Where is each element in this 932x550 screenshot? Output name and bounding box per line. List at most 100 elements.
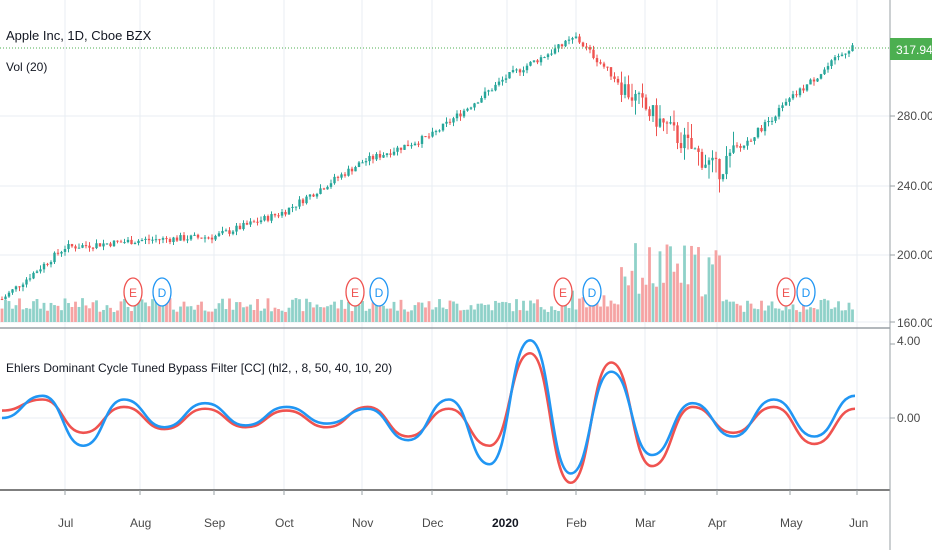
candle-body bbox=[830, 60, 833, 67]
volume-bars bbox=[0, 243, 854, 322]
volume-bar bbox=[784, 306, 788, 322]
candle-body bbox=[46, 263, 49, 265]
candle-body bbox=[396, 147, 399, 152]
candle-body bbox=[193, 234, 196, 236]
volume-bar bbox=[382, 305, 385, 322]
event-marker-letter: D bbox=[158, 286, 167, 300]
volume-bar bbox=[585, 307, 588, 322]
symbol-title[interactable]: Apple Inc, 1D, Cboe BZX bbox=[6, 28, 152, 43]
volume-bar bbox=[725, 299, 728, 322]
event-marker-letter: D bbox=[588, 286, 597, 300]
candle-body bbox=[676, 125, 679, 144]
indicator-axis[interactable]: 4.00 0.00 bbox=[890, 334, 921, 425]
volume-bar bbox=[410, 310, 413, 322]
volume-bar bbox=[133, 303, 137, 322]
volume-bar bbox=[413, 305, 417, 322]
candle-body bbox=[112, 240, 116, 247]
event-marker-dividend[interactable]: D bbox=[152, 277, 172, 307]
volume-bar bbox=[504, 302, 508, 322]
candle-body bbox=[560, 44, 564, 47]
volume-bar bbox=[704, 294, 707, 322]
candle-body bbox=[826, 66, 830, 70]
candle-body bbox=[753, 137, 756, 141]
volume-bar bbox=[214, 308, 217, 322]
event-marker-dividend[interactable]: D bbox=[796, 277, 816, 307]
event-marker-letter: E bbox=[129, 286, 137, 300]
candle-body bbox=[343, 174, 347, 176]
candle-body bbox=[91, 247, 95, 249]
volume-bar bbox=[452, 301, 455, 322]
volume-bar bbox=[427, 301, 431, 322]
price-tick-label: 160.00 bbox=[897, 316, 932, 330]
candle-body bbox=[641, 93, 644, 98]
candle-body bbox=[158, 239, 161, 241]
candle-body bbox=[189, 235, 193, 240]
volume-title[interactable]: Vol (20) bbox=[6, 60, 47, 74]
candle-body bbox=[109, 243, 112, 247]
time-axis[interactable]: Jul Aug Sep Oct Nov Dec 2020 Feb Mar Apr… bbox=[58, 490, 868, 530]
volume-bar bbox=[697, 247, 700, 322]
candle-body bbox=[644, 97, 648, 110]
volume-bar bbox=[189, 306, 193, 322]
candle-body bbox=[382, 155, 385, 158]
candle-body bbox=[7, 292, 11, 297]
candle-body bbox=[788, 98, 791, 102]
candle-body bbox=[431, 131, 434, 137]
volume-bar bbox=[140, 299, 144, 322]
time-label-oct: Oct bbox=[275, 516, 294, 530]
event-marker-dividend[interactable]: D bbox=[369, 277, 389, 307]
candle-body bbox=[494, 84, 497, 91]
candle-body bbox=[847, 51, 851, 54]
volume-bar bbox=[473, 309, 476, 322]
event-marker-letter: D bbox=[802, 286, 811, 300]
volume-bar bbox=[315, 304, 319, 322]
volume-bar bbox=[284, 311, 287, 322]
volume-bar bbox=[490, 310, 494, 322]
volume-bar bbox=[536, 299, 539, 322]
candle-body bbox=[364, 161, 368, 163]
candle-body bbox=[518, 69, 522, 73]
candle-body bbox=[756, 127, 760, 138]
candle-body bbox=[770, 120, 774, 122]
volume-bar bbox=[641, 277, 644, 322]
volume-bar bbox=[256, 299, 259, 322]
candle-body bbox=[445, 121, 448, 124]
price-axis[interactable]: 280.00 240.00 200.00 160.00 bbox=[890, 109, 932, 330]
volume-bar bbox=[291, 299, 294, 322]
volume-bar bbox=[826, 300, 830, 322]
event-marker-earnings[interactable]: E bbox=[123, 277, 143, 307]
candle-body bbox=[637, 93, 641, 95]
candle-body bbox=[172, 237, 175, 243]
candle-body bbox=[350, 168, 354, 172]
volume-bar bbox=[336, 308, 340, 322]
volume-bar bbox=[81, 298, 84, 322]
volume-bar bbox=[151, 299, 154, 322]
volume-bar bbox=[301, 311, 305, 322]
volume-bar bbox=[175, 311, 179, 322]
candle-body bbox=[11, 289, 14, 293]
volume-bar bbox=[39, 308, 42, 322]
candle-body bbox=[322, 188, 326, 190]
indicator-title[interactable]: Ehlers Dominant Cycle Tuned Bypass Filte… bbox=[6, 361, 392, 375]
volume-bar bbox=[137, 299, 140, 322]
volume-bar bbox=[798, 311, 802, 322]
candle-body bbox=[144, 238, 147, 240]
event-marker-earnings[interactable]: E bbox=[345, 277, 365, 307]
candle-body bbox=[483, 91, 487, 99]
candle-body bbox=[739, 146, 742, 148]
event-marker-earnings[interactable]: E bbox=[776, 277, 796, 307]
event-marker-dividend[interactable]: D bbox=[582, 277, 602, 307]
candle-body bbox=[469, 107, 473, 109]
candle-body bbox=[763, 122, 767, 132]
volume-bar bbox=[441, 307, 445, 322]
candle-body bbox=[595, 58, 599, 63]
volume-bar bbox=[340, 299, 343, 322]
event-marker-earnings[interactable]: E bbox=[553, 277, 573, 307]
volume-bar bbox=[207, 311, 210, 322]
candle-body bbox=[392, 151, 396, 155]
volume-bar bbox=[112, 311, 116, 322]
candle-body bbox=[616, 78, 620, 83]
volume-bar bbox=[406, 311, 410, 322]
candle-body bbox=[564, 40, 567, 47]
